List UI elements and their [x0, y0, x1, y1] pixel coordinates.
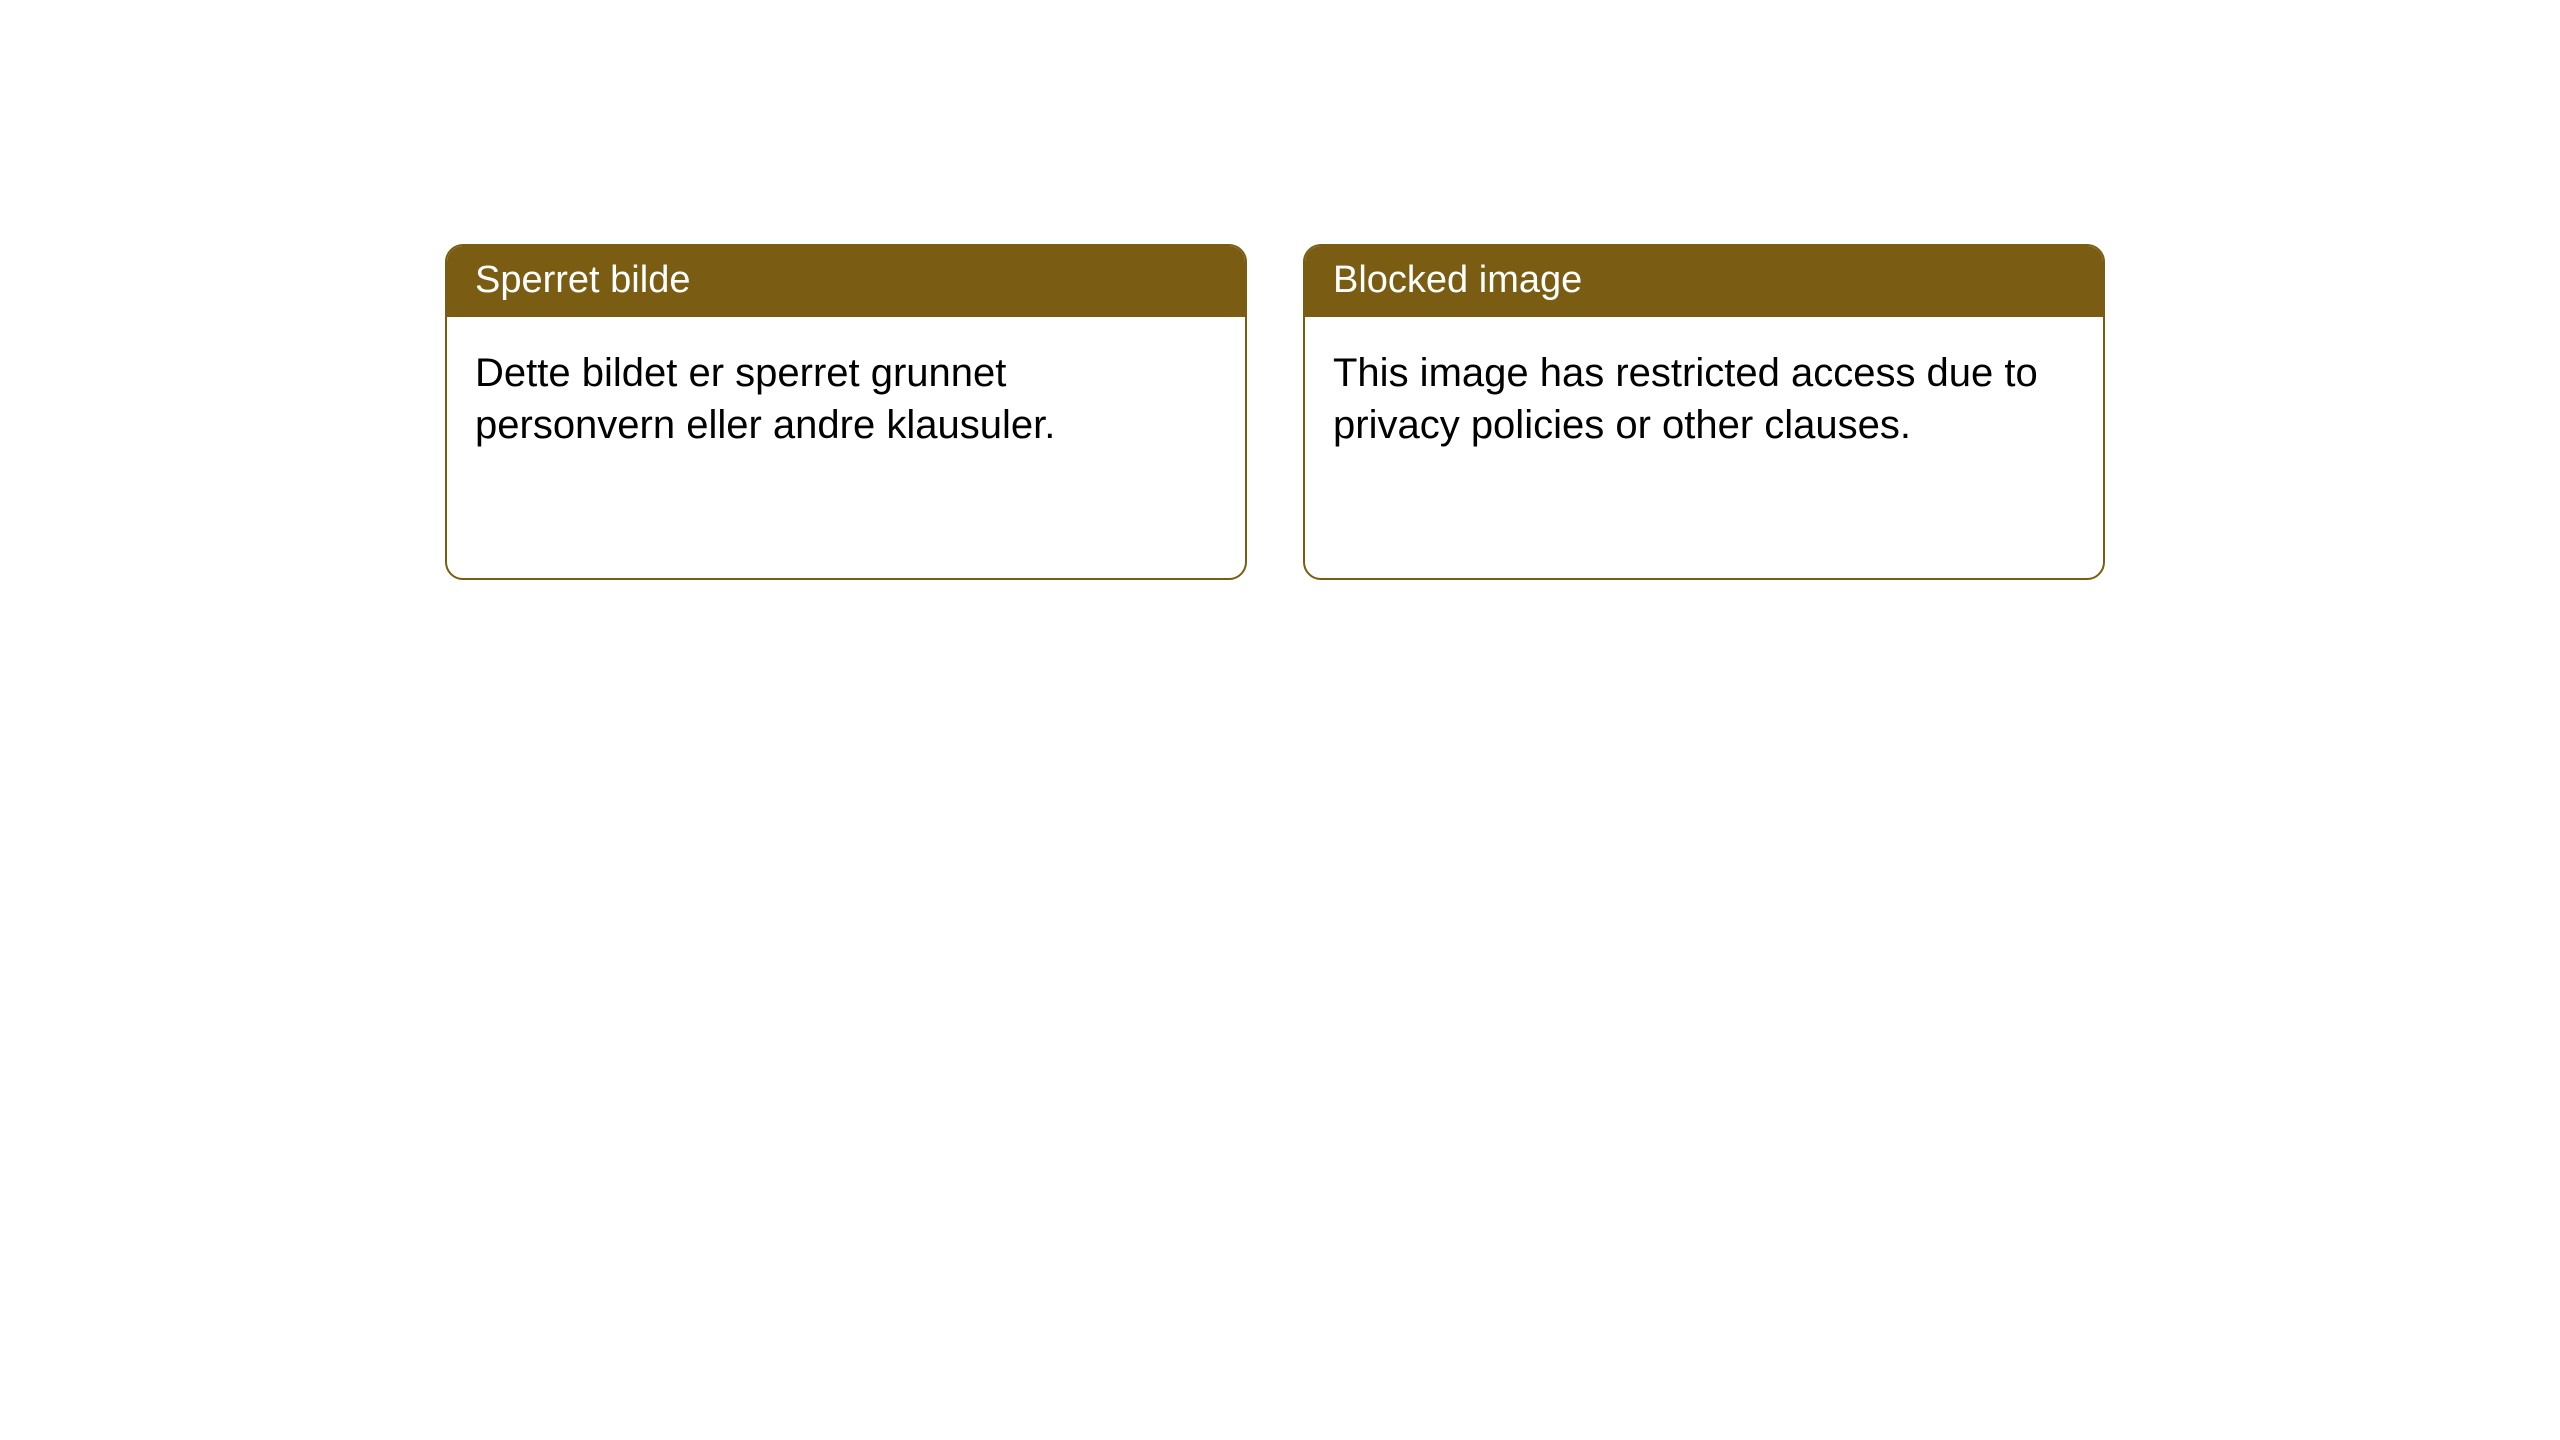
- notice-card-title: Blocked image: [1305, 246, 2103, 317]
- notice-cards-row: Sperret bilde Dette bildet er sperret gr…: [445, 244, 2560, 580]
- notice-card-norwegian: Sperret bilde Dette bildet er sperret gr…: [445, 244, 1247, 580]
- notice-card-body: This image has restricted access due to …: [1305, 317, 2103, 481]
- notice-card-body: Dette bildet er sperret grunnet personve…: [447, 317, 1245, 481]
- notice-card-title: Sperret bilde: [447, 246, 1245, 317]
- notice-card-english: Blocked image This image has restricted …: [1303, 244, 2105, 580]
